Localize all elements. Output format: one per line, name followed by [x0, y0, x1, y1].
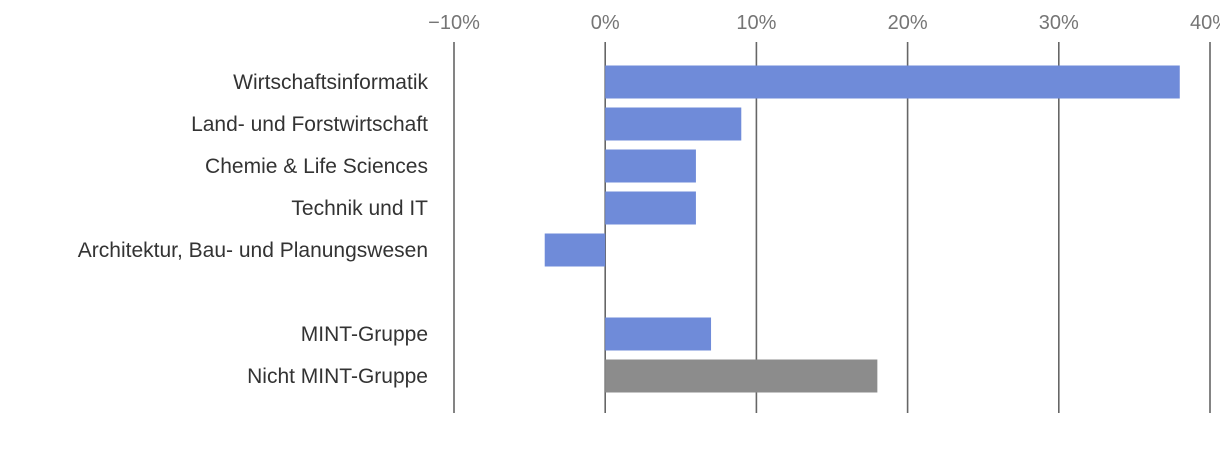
category-label: Chemie & Life Sciences: [205, 155, 428, 178]
bar: [605, 191, 696, 225]
bars: [544, 65, 1180, 393]
category-label: Technik und IT: [291, 197, 428, 220]
x-tick-label: 20%: [888, 12, 928, 34]
bar: [544, 233, 606, 267]
bar: [605, 359, 878, 393]
category-label: Architektur, Bau- und Planungswesen: [78, 239, 428, 262]
bar: [605, 65, 1180, 99]
category-label: Nicht MINT-Gruppe: [247, 365, 428, 388]
category-label: MINT-Gruppe: [301, 323, 428, 346]
category-labels: Wirtschaftsinformatik Land- und Forstwirt…: [78, 71, 429, 388]
bar: [605, 107, 742, 141]
x-axis-ticks: −10% 0% 10% 20% 30% 40%: [428, 12, 1220, 34]
x-tick-label: 10%: [736, 12, 776, 34]
category-label: Land- und Forstwirtschaft: [191, 113, 428, 136]
bar: [605, 317, 712, 351]
x-tick-label: 40%: [1190, 12, 1220, 34]
x-tick-label: −10%: [428, 12, 480, 34]
bar: [605, 149, 696, 183]
x-tick-label: 0%: [591, 12, 620, 34]
gridlines: [453, 42, 1211, 413]
category-label: Wirtschaftsinformatik: [233, 71, 428, 94]
x-tick-label: 30%: [1039, 12, 1079, 34]
